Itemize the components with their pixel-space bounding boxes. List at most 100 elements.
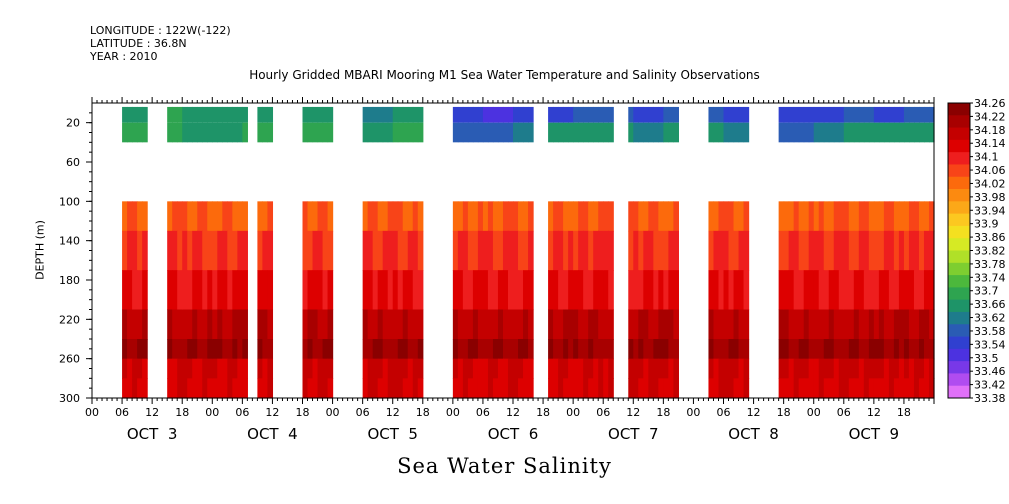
surface-cell — [197, 106, 203, 123]
surface-cell — [262, 122, 269, 143]
colorbar-swatch — [948, 189, 970, 202]
profile-cell — [207, 230, 213, 271]
profile-cell — [778, 201, 785, 232]
profile-cell — [723, 309, 730, 340]
x-tick-label: 06 — [356, 406, 370, 419]
profile-cell — [858, 339, 865, 360]
profile-cell — [202, 339, 208, 360]
profile-cell — [858, 378, 865, 399]
profile-cell — [893, 378, 900, 399]
profile-cell — [928, 378, 935, 399]
surface-cell — [783, 106, 790, 123]
profile-cell — [222, 230, 228, 271]
profile-cell — [733, 378, 740, 399]
profile-cell — [382, 270, 389, 311]
profile-cell — [653, 358, 659, 379]
profile-cell — [367, 230, 374, 271]
profile-cell — [132, 378, 138, 399]
profile-cell — [898, 309, 905, 340]
profile-cell — [843, 201, 850, 232]
profile-cell — [838, 339, 845, 360]
profile-cell — [513, 358, 519, 379]
profile-cell — [848, 309, 855, 340]
profile-cell — [502, 358, 509, 379]
surface-cell — [918, 122, 925, 143]
surface-cell — [668, 106, 674, 123]
profile-cell — [412, 309, 419, 340]
profile-cell — [312, 270, 319, 311]
profile-cell — [528, 270, 534, 311]
profile-cell — [487, 230, 494, 271]
profile-cell — [482, 309, 489, 340]
surface-cell — [132, 122, 138, 143]
surface-cell — [513, 106, 519, 123]
surface-cell — [262, 106, 269, 123]
profile-cell — [523, 339, 529, 360]
profile-cell — [192, 358, 198, 379]
profile-cell — [658, 270, 664, 311]
profile-cell — [412, 230, 419, 271]
longitude-label: LONGITUDE : 122W(-122) — [90, 24, 231, 37]
profile-cell — [713, 309, 720, 340]
profile-cell — [558, 339, 564, 360]
profile-cell — [643, 339, 649, 360]
profile-cell — [643, 358, 649, 379]
profile-cell — [708, 378, 715, 399]
profile-cell — [598, 230, 604, 271]
profile-cell — [132, 358, 138, 379]
colorbar-label: 33.5 — [974, 352, 999, 365]
profile-cell — [242, 230, 248, 271]
x-tick-label: 18 — [897, 406, 911, 419]
profile-cell — [888, 358, 895, 379]
surface-cell — [643, 106, 649, 123]
profile-cell — [738, 339, 745, 360]
surface-cell — [142, 122, 148, 143]
profile-cell — [598, 270, 604, 311]
profile-cell — [878, 378, 885, 399]
profile-cell — [728, 309, 735, 340]
profile-cell — [588, 230, 594, 271]
profile-cell — [217, 358, 223, 379]
profile-cell — [472, 201, 479, 232]
surface-cell — [232, 122, 238, 143]
profile-cell — [472, 270, 479, 311]
profile-cell — [127, 339, 133, 360]
profile-cell — [918, 339, 925, 360]
x-tick-label: 12 — [506, 406, 520, 419]
profile-cell — [122, 309, 128, 340]
profile-cell — [142, 309, 148, 340]
surface-cell — [457, 106, 464, 123]
profile-cell — [593, 309, 599, 340]
profile-cell — [132, 339, 138, 360]
profile-cell — [648, 270, 654, 311]
profile-cell — [307, 230, 314, 271]
surface-cell — [893, 106, 900, 123]
profile-cell — [407, 230, 414, 271]
profile-cell — [513, 339, 519, 360]
profile-cell — [633, 201, 639, 232]
surface-cell — [392, 122, 399, 143]
surface-cell — [192, 122, 198, 143]
profile-cell — [142, 339, 148, 360]
surface-cell — [823, 106, 830, 123]
profile-cell — [172, 378, 178, 399]
profile-cell — [558, 358, 564, 379]
surface-cell — [212, 106, 218, 123]
surface-cell — [743, 122, 750, 143]
x-tick-label: 06 — [837, 406, 851, 419]
surface-cell — [462, 122, 469, 143]
profile-cell — [553, 201, 559, 232]
profile-cell — [137, 358, 143, 379]
profile-cell — [633, 339, 639, 360]
profile-cell — [603, 339, 609, 360]
profile-cell — [192, 378, 198, 399]
profile-cell — [883, 201, 890, 232]
surface-cell — [573, 106, 579, 123]
profile-cell — [673, 358, 679, 379]
profile-cell — [548, 358, 554, 379]
profile-cell — [558, 378, 564, 399]
profile-cell — [122, 378, 128, 399]
surface-cell — [307, 122, 314, 143]
profile-cell — [923, 309, 930, 340]
profile-cell — [563, 230, 569, 271]
